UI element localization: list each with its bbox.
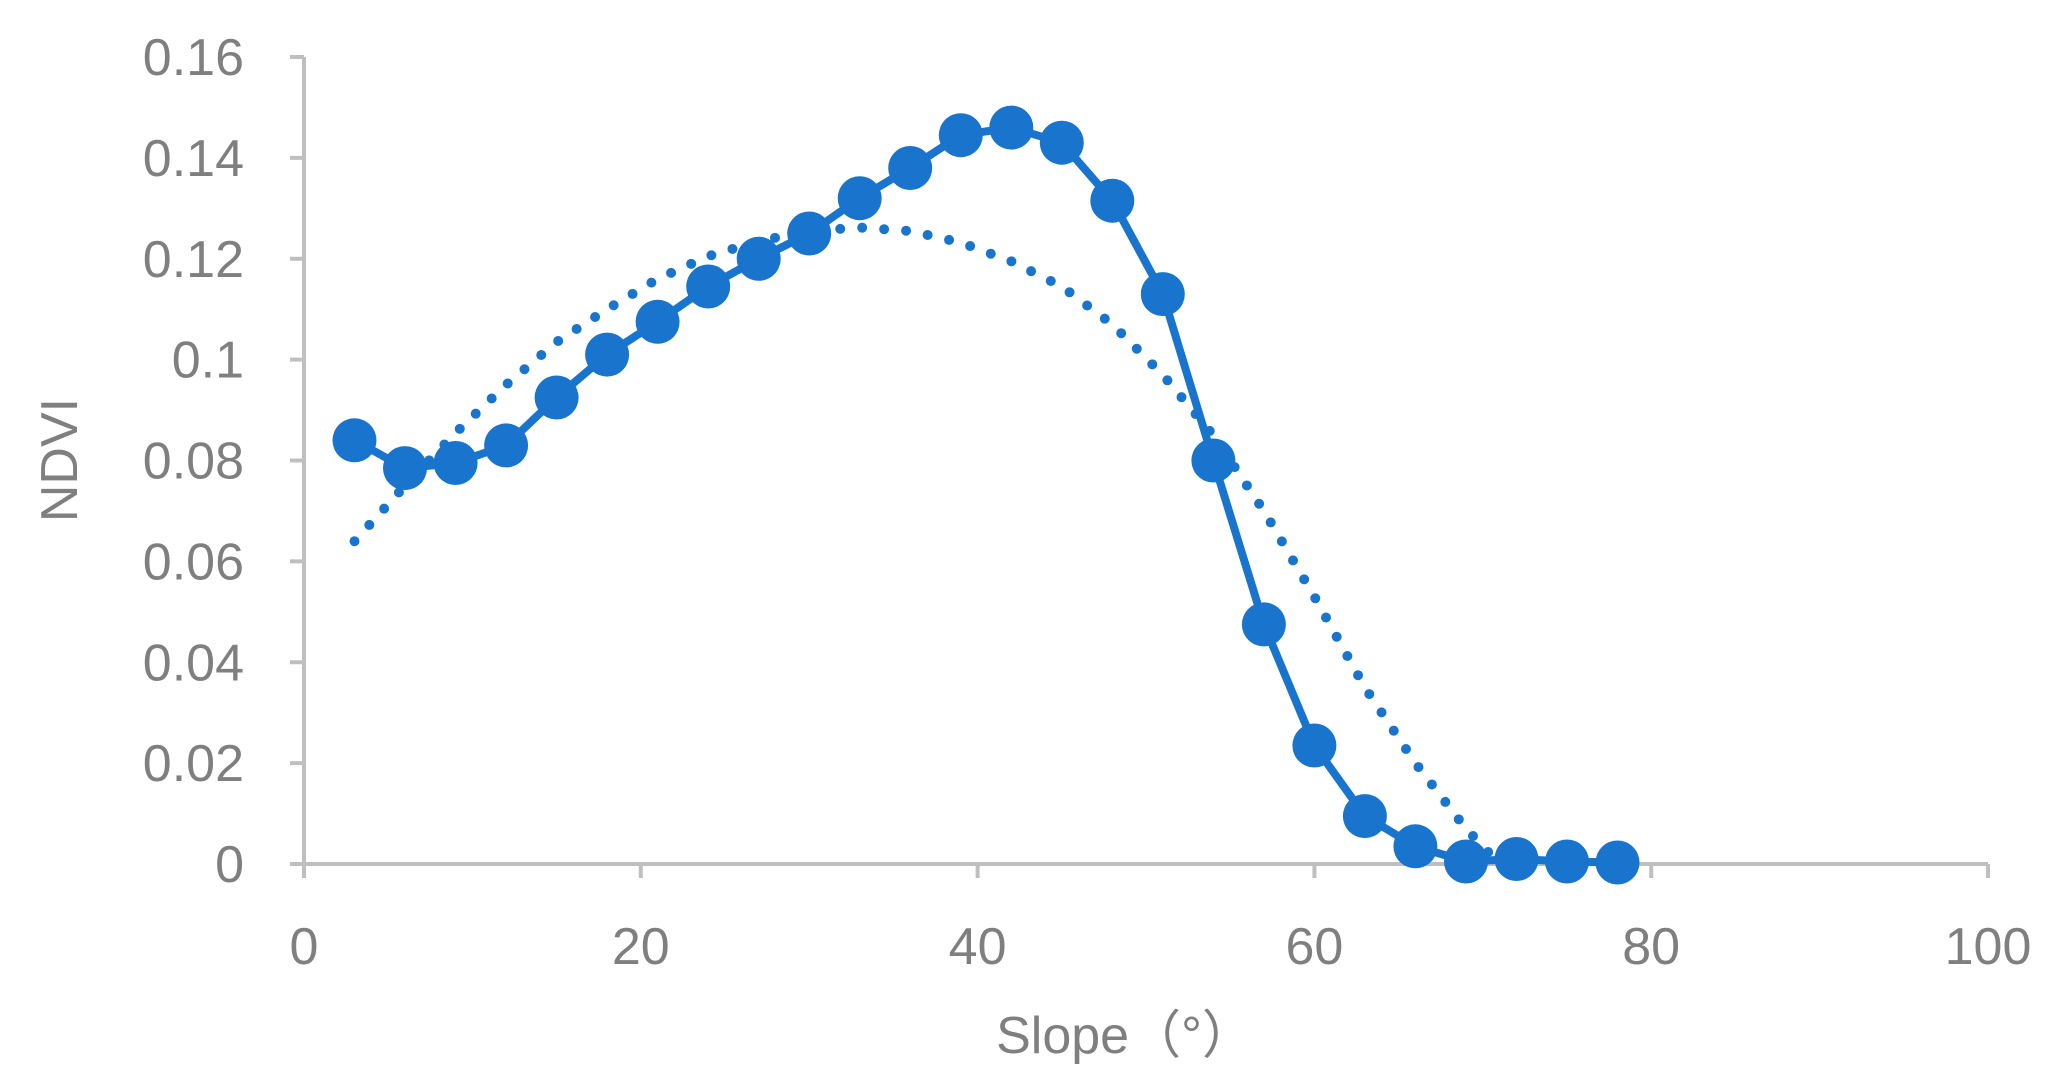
y-tick-label: 0.14 [143, 130, 244, 188]
data-point [1090, 178, 1135, 223]
data-point [1292, 723, 1337, 768]
data-point [686, 264, 731, 309]
y-tick-label: 0.08 [143, 433, 244, 491]
data-point [1595, 840, 1640, 885]
data-point [332, 418, 377, 463]
series-line [352, 123, 1618, 867]
y-tick-label: 0.1 [172, 332, 244, 390]
y-axis-title: NDVI [31, 398, 89, 522]
axes [302, 57, 1988, 866]
data-point [585, 332, 630, 377]
y-tick-label: 0 [215, 836, 244, 894]
data-point [383, 446, 427, 491]
x-tick-label: 60 [1285, 918, 1343, 976]
x-axis-title: Slope（°） [996, 1007, 1254, 1065]
data-point [1545, 839, 1589, 884]
data-point [938, 113, 983, 158]
data-point [1039, 120, 1084, 165]
data-point [1444, 839, 1488, 884]
y-tick-label: 0.06 [143, 533, 244, 591]
x-tick-label: 40 [949, 918, 1007, 976]
y-tick-label: 0.02 [143, 735, 244, 793]
data-point [1393, 824, 1438, 869]
data-point [837, 176, 882, 221]
y-tick-label: 0.16 [143, 29, 244, 87]
y-ticks: 0 0.02 0.04 0.06 0.08 0.1 0.12 0.14 0.16 [143, 29, 304, 894]
data-point [484, 423, 529, 468]
data-point [635, 299, 680, 344]
series-layer [332, 105, 1640, 885]
data-point [433, 441, 478, 485]
data-point [736, 236, 781, 281]
data-point [1241, 602, 1286, 647]
x-tick-label: 80 [1622, 918, 1680, 976]
y-tick-label: 0.04 [143, 634, 244, 692]
x-ticks: 0 20 40 60 80 100 [290, 864, 2032, 976]
y-tick-label: 0.12 [143, 231, 244, 289]
data-point [787, 211, 832, 256]
x-tick-label: 0 [290, 918, 319, 976]
data-point [534, 375, 579, 420]
data-point [989, 105, 1034, 150]
x-tick-label: 20 [612, 918, 670, 976]
data-point [888, 146, 933, 190]
data-point [1342, 794, 1387, 839]
data-point [1494, 837, 1539, 881]
data-point [1191, 438, 1236, 483]
x-tick-label: 100 [1945, 918, 2032, 976]
data-point [1140, 272, 1185, 317]
